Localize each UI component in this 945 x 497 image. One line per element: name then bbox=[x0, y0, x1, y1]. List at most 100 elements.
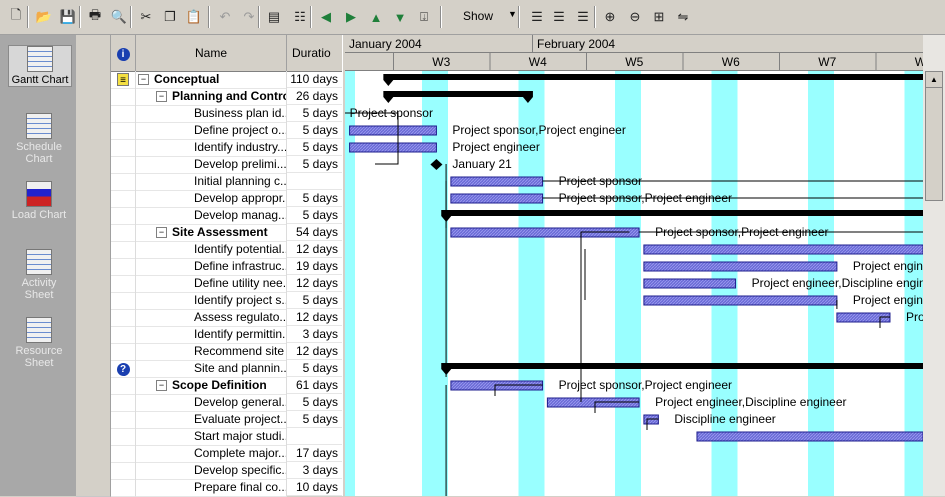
name-cell[interactable]: Business plan id... bbox=[136, 105, 287, 123]
tracking-button[interactable]: ⇋ bbox=[673, 7, 693, 27]
paste-button[interactable]: 📋 bbox=[184, 7, 204, 27]
duration-cell[interactable]: 12 days bbox=[287, 309, 342, 326]
name-cell[interactable]: Develop prelimi... bbox=[136, 156, 287, 174]
arrow-down-button[interactable]: ▼ bbox=[390, 7, 410, 27]
name-cell[interactable]: Identify permittin... bbox=[136, 326, 287, 344]
view-button-activity-sheet[interactable]: Activity Sheet bbox=[8, 249, 70, 301]
duration-cell[interactable]: 5 days bbox=[287, 122, 342, 139]
collapse-toggle-icon[interactable]: − bbox=[156, 380, 167, 391]
note-button[interactable]: ▤ bbox=[264, 7, 284, 27]
table-row[interactable]: ? Site and plannin... 5 days bbox=[76, 360, 342, 378]
row-selector[interactable] bbox=[76, 309, 111, 327]
table-row[interactable]: Recommend site 12 days bbox=[76, 343, 342, 361]
name-cell[interactable]: Identify potential... bbox=[136, 241, 287, 259]
duration-cell[interactable]: 5 days bbox=[287, 207, 342, 224]
open-button[interactable]: 📂 bbox=[34, 7, 54, 27]
duration-cell[interactable]: 5 days bbox=[287, 156, 342, 173]
table-row[interactable]: Develop manag... 5 days bbox=[76, 207, 342, 225]
indicator-column-header[interactable]: i bbox=[111, 35, 136, 71]
print-preview-button[interactable]: 🔍 bbox=[109, 7, 129, 27]
table-row[interactable]: Complete major... 17 days bbox=[76, 445, 342, 463]
name-cell[interactable]: − Site Assessment bbox=[136, 224, 287, 242]
name-cell[interactable]: Start major studi... bbox=[136, 428, 287, 446]
duration-cell[interactable]: 54 days bbox=[287, 224, 342, 241]
table-row[interactable]: Evaluate project... 5 days bbox=[76, 411, 342, 429]
name-cell[interactable]: Identify industry... bbox=[136, 139, 287, 157]
table-row[interactable]: − Scope Definition 61 days bbox=[76, 377, 342, 395]
duration-cell[interactable]: 3 days bbox=[287, 462, 342, 479]
row-selector[interactable] bbox=[76, 377, 111, 395]
row-selector[interactable] bbox=[76, 258, 111, 276]
row-selector[interactable] bbox=[76, 343, 111, 361]
gantt-chart[interactable]: January 2004 February 2004 W3 W4 W5 W6 W7 W8 Pro… bbox=[345, 35, 923, 496]
name-cell[interactable]: Develop specific... bbox=[136, 462, 287, 480]
copy-button[interactable]: ❐ bbox=[160, 7, 180, 27]
row-selector[interactable] bbox=[76, 71, 111, 89]
arrow-left-button[interactable]: ◀ bbox=[316, 7, 336, 27]
table-row[interactable]: − Planning and Control 26 days bbox=[76, 88, 342, 106]
duration-cell[interactable]: 17 days bbox=[287, 445, 342, 462]
note-icon[interactable]: ≡ bbox=[117, 73, 129, 86]
table-row[interactable]: Develop appropr... 5 days bbox=[76, 190, 342, 208]
row-selector[interactable] bbox=[76, 241, 111, 259]
view-button-schedule-chart[interactable]: Schedule Chart bbox=[8, 113, 70, 165]
duration-cell[interactable]: 10 days bbox=[287, 479, 342, 496]
name-column-header[interactable]: Name bbox=[136, 35, 287, 71]
table-row[interactable]: Prepare final co... 10 days bbox=[76, 479, 342, 497]
arrow-up-button[interactable]: ▲ bbox=[366, 7, 386, 27]
row-selector[interactable] bbox=[76, 122, 111, 140]
row-selector[interactable] bbox=[76, 88, 111, 106]
zoom-in-button[interactable]: ⊕ bbox=[600, 7, 620, 27]
unlink-button[interactable]: ⍗ bbox=[414, 7, 434, 27]
row-selector[interactable] bbox=[76, 173, 111, 191]
collapse-toggle-icon[interactable]: − bbox=[156, 227, 167, 238]
name-cell[interactable]: Develop general... bbox=[136, 394, 287, 412]
row-selector[interactable] bbox=[76, 360, 111, 378]
name-cell[interactable]: − Planning and Control bbox=[136, 88, 287, 106]
row-selector[interactable] bbox=[76, 462, 111, 480]
table-row[interactable]: Define project o... 5 days bbox=[76, 122, 342, 140]
duration-cell[interactable] bbox=[287, 428, 342, 445]
table-row[interactable]: Start major studi... bbox=[76, 428, 342, 446]
name-cell[interactable]: Develop manag... bbox=[136, 207, 287, 225]
table-row[interactable]: Develop general... 5 days bbox=[76, 394, 342, 412]
table-row[interactable]: Identify permittin... 3 days bbox=[76, 326, 342, 344]
duration-cell[interactable]: 3 days bbox=[287, 326, 342, 343]
table-row[interactable]: ≡ − Conceptual 110 days bbox=[76, 71, 342, 89]
cut-button[interactable]: ✂ bbox=[136, 7, 156, 27]
show-menu-button[interactable]: Show bbox=[463, 9, 494, 23]
table-row[interactable]: Develop specific... 3 days bbox=[76, 462, 342, 480]
row-selector[interactable] bbox=[76, 292, 111, 310]
duration-cell[interactable]: 5 days bbox=[287, 394, 342, 411]
row-selector[interactable] bbox=[76, 445, 111, 463]
name-cell[interactable]: Develop appropr... bbox=[136, 190, 287, 208]
vertical-scrollbar[interactable]: ▲ bbox=[923, 35, 945, 496]
scroll-thumb[interactable] bbox=[925, 87, 943, 201]
row-selector[interactable] bbox=[76, 207, 111, 225]
row-selector[interactable] bbox=[76, 139, 111, 157]
collapse-toggle-icon[interactable]: − bbox=[138, 74, 149, 85]
duration-cell[interactable]: 5 days bbox=[287, 411, 342, 428]
name-cell[interactable]: Define utility nee... bbox=[136, 275, 287, 293]
row-selector[interactable] bbox=[76, 224, 111, 242]
duration-cell[interactable]: 26 days bbox=[287, 88, 342, 105]
table-row[interactable]: Develop prelimi... 5 days bbox=[76, 156, 342, 174]
duration-cell[interactable]: 5 days bbox=[287, 190, 342, 207]
view-button-gantt-chart[interactable]: Gantt Chart bbox=[8, 45, 72, 87]
arrow-right-button[interactable]: ▶ bbox=[341, 7, 361, 27]
row-selector[interactable] bbox=[76, 105, 111, 123]
table-row[interactable]: Define infrastruc... 19 days bbox=[76, 258, 342, 276]
table-row[interactable]: Initial planning c... bbox=[76, 173, 342, 191]
name-cell[interactable]: Assess regulato... bbox=[136, 309, 287, 327]
duration-column-header[interactable]: Duratio bbox=[292, 46, 331, 60]
row-selector[interactable] bbox=[76, 479, 111, 497]
print-button[interactable]: 🖶 bbox=[85, 7, 105, 27]
name-cell[interactable]: Prepare final co... bbox=[136, 479, 287, 497]
align-center-button[interactable]: ☰ bbox=[549, 7, 569, 27]
name-cell[interactable]: Complete major... bbox=[136, 445, 287, 463]
row-selector[interactable] bbox=[76, 156, 111, 174]
table-row[interactable]: Define utility nee... 12 days bbox=[76, 275, 342, 293]
zoom-fit-button[interactable]: ⊞ bbox=[649, 7, 669, 27]
table-row[interactable]: Business plan id... 5 days bbox=[76, 105, 342, 123]
duration-cell[interactable]: 61 days bbox=[287, 377, 342, 394]
